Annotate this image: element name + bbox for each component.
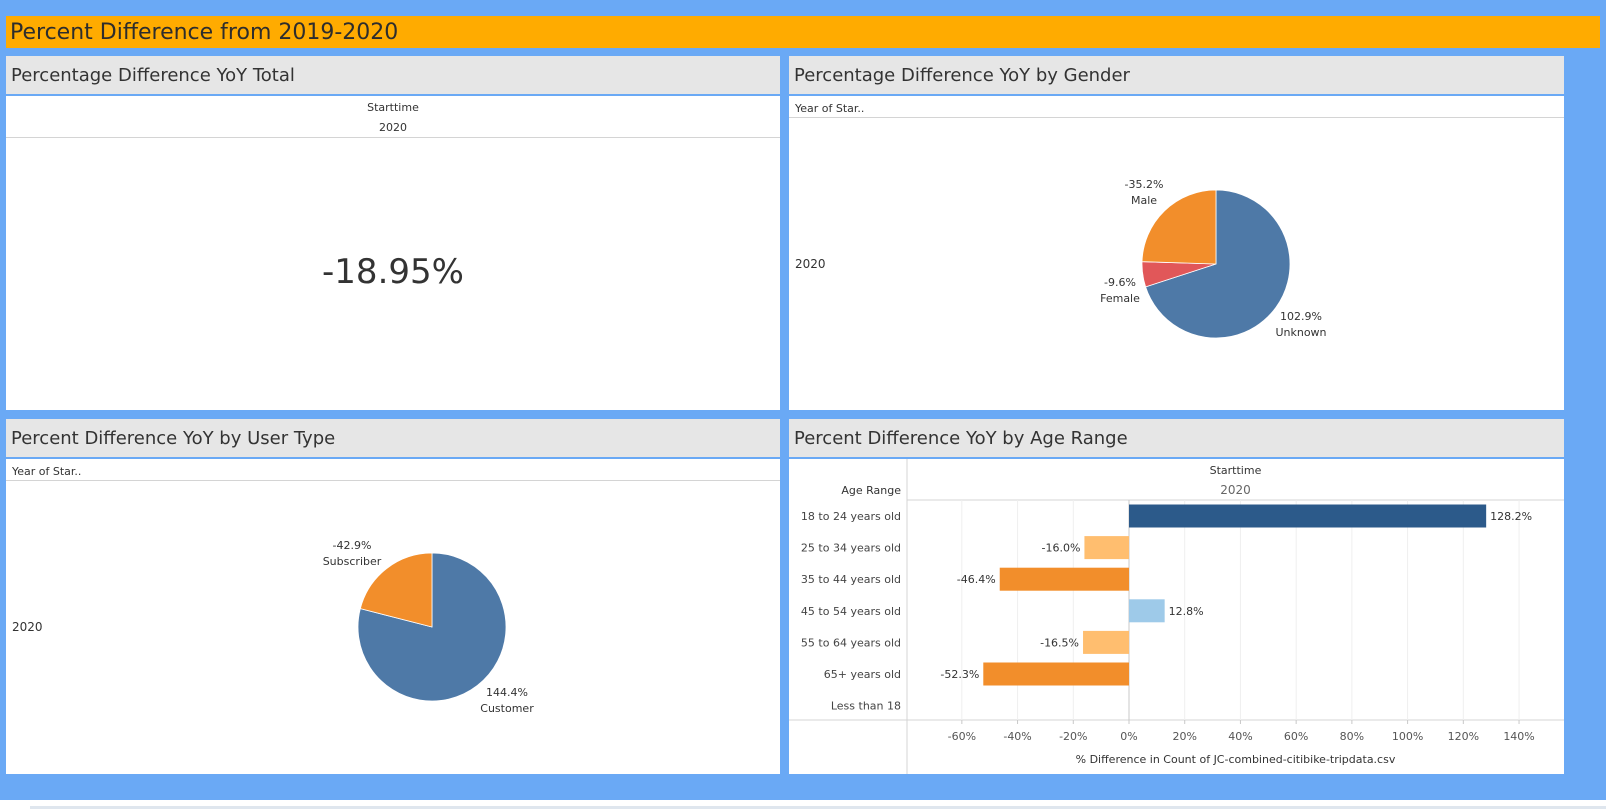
category-label: 35 to 44 years old (801, 573, 901, 586)
total-divider (6, 137, 780, 138)
bar-value-label: -52.3% (940, 668, 979, 681)
panel-gender-title: Percentage Difference YoY by Gender (789, 56, 1564, 96)
usertype-pie-chart: 144.4% Customer -42.9% Subscriber (323, 539, 534, 715)
total-column-value: 2020 (379, 121, 407, 134)
usertype-row-header: Year of Star.. (12, 465, 82, 478)
pie-category-label: Subscriber (323, 555, 382, 568)
x-tick-label: 100% (1392, 730, 1423, 743)
x-tick-label: 60% (1284, 730, 1308, 743)
pie-category-label: Male (1131, 194, 1157, 207)
pie-slice-subscriber[interactable] (359, 552, 433, 628)
pie-value-label: -42.9% (333, 539, 372, 552)
category-label: Less than 18 (831, 700, 901, 713)
x-tick-label: -40% (1003, 730, 1031, 743)
scroll-strip (30, 806, 1606, 809)
x-tick-label: 20% (1172, 730, 1196, 743)
bar-value-label: 12.8% (1169, 605, 1204, 618)
pie-category-label: Unknown (1275, 326, 1326, 339)
pie-value-label: 102.9% (1280, 310, 1322, 323)
category-label: 25 to 34 years old (801, 542, 901, 555)
age-bar-chart: -60% -40% -20% 0% 20% 40% 60% 80% 100% 120% 140% 18… (789, 459, 1564, 774)
category-label: 45 to 54 years old (801, 605, 901, 618)
x-tick-label: -20% (1059, 730, 1087, 743)
bar-value-label: 128.2% (1490, 510, 1532, 523)
bar[interactable] (1129, 599, 1165, 623)
x-tick-label: 140% (1503, 730, 1534, 743)
category-label: 65+ years old (824, 668, 901, 681)
bar-value-label: -16.0% (1042, 542, 1081, 555)
pie-value-label: -35.2% (1125, 178, 1164, 191)
bar[interactable] (1084, 536, 1129, 560)
bar-value-label: -16.5% (1040, 636, 1079, 649)
x-tick-label: 120% (1448, 730, 1479, 743)
total-big-value: -18.95% (322, 252, 464, 292)
usertype-row-value: 2020 (12, 620, 43, 634)
gender-pie-chart: 102.9% Unknown -9.6% Female -35.2% Male (1100, 178, 1326, 339)
panel-gender: Percentage Difference YoY by Gender Year… (789, 56, 1564, 410)
pie-category-label: Female (1100, 292, 1140, 305)
pie-value-label: -9.6% (1104, 276, 1136, 289)
pie-category-label: Customer (480, 702, 534, 715)
panel-age-title: Percent Difference YoY by Age Range (789, 419, 1564, 459)
x-tick-label: 80% (1340, 730, 1364, 743)
age-column-value: 2020 (1220, 483, 1251, 497)
gender-row-value: 2020 (795, 257, 826, 271)
panel-age: Percent Difference YoY by Age Range Star… (789, 419, 1564, 774)
category-label: 55 to 64 years old (801, 636, 901, 649)
gender-divider (789, 117, 1564, 118)
bar-value-label: -46.4% (957, 573, 996, 586)
panel-total: Percentage Difference YoY Total Starttim… (6, 56, 780, 410)
total-column-header: Starttime (367, 101, 419, 114)
pie-slice-unknown[interactable] (1145, 189, 1291, 339)
panel-usertype-title: Percent Difference YoY by User Type (6, 419, 780, 459)
gender-row-header: Year of Star.. (795, 102, 865, 115)
age-column-header: Starttime (1209, 464, 1262, 477)
bar[interactable] (983, 662, 1129, 686)
bar[interactable] (999, 567, 1129, 591)
usertype-divider (6, 480, 780, 481)
pie-slice-male[interactable] (1141, 189, 1217, 265)
bar[interactable] (1129, 504, 1487, 528)
x-tick-label: 0% (1120, 730, 1137, 743)
bar[interactable] (1083, 630, 1129, 654)
x-tick-label: -60% (948, 730, 976, 743)
x-tick-label: 40% (1228, 730, 1252, 743)
category-label: 18 to 24 years old (801, 510, 901, 523)
dashboard-title: Percent Difference from 2019-2020 (6, 16, 1600, 48)
age-row-header: Age Range (841, 484, 901, 497)
age-xlabel: % Difference in Count of JC-combined-cit… (1075, 753, 1396, 766)
pie-value-label: 144.4% (486, 686, 528, 699)
panel-usertype: Percent Difference YoY by User Type Year… (6, 419, 780, 774)
panel-total-title: Percentage Difference YoY Total (6, 56, 780, 96)
